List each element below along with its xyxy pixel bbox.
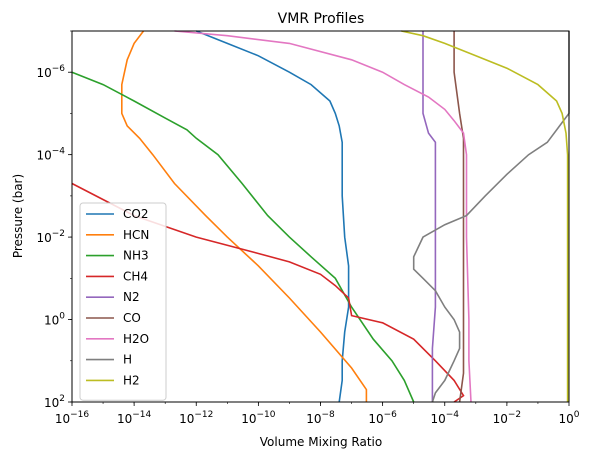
- series-line-h2o: [174, 30, 472, 403]
- legend-label-co2: CO2: [123, 207, 148, 221]
- series-line-n2: [422, 31, 437, 402]
- x-tick-label: 10−6: [368, 410, 397, 426]
- x-tick-label: 10−10: [241, 410, 276, 426]
- series-line-co2: [196, 30, 350, 403]
- x-axis-ticks: 10−16 10−14 10−12 10−10 10−8 10−6 10−4 10−2 100: [55, 402, 580, 426]
- y-tick-label: 10−6: [36, 64, 65, 80]
- y-tick-label: 10−2: [36, 229, 65, 245]
- y-axis-label: Pressure (bar): [11, 174, 25, 258]
- x-tick-label: 10−16: [55, 410, 90, 426]
- y-axis-ticks: 10−6 10−4 10−2 100 102: [36, 30, 72, 410]
- y-tick-label: 102: [44, 394, 65, 410]
- x-tick-label: 10−4: [430, 410, 459, 426]
- y-tick-label: 10−4: [36, 147, 65, 163]
- legend-label-nh3: NH3: [123, 249, 149, 263]
- x-tick-label: 10−2: [493, 410, 522, 426]
- series-line-h: [412, 31, 570, 403]
- series-line-co: [453, 31, 465, 403]
- legend: CO2 HCN NH3 CH4 N2 CO H2O H H2: [79, 202, 167, 401]
- legend-label-ch4: CH4: [123, 269, 148, 283]
- x-tick-label: 10−12: [179, 410, 213, 426]
- y-tick-label: 100: [44, 312, 65, 328]
- chart-title: VMR Profiles: [278, 11, 365, 27]
- legend-label-h: H: [123, 353, 132, 367]
- legend-label-co: CO: [123, 311, 141, 325]
- series-line-h2: [401, 30, 569, 402]
- x-tick-label: 10−14: [117, 410, 152, 426]
- x-tick-label: 10−8: [306, 410, 335, 426]
- legend-label-n2: N2: [123, 290, 140, 304]
- legend-box: [79, 202, 167, 401]
- legend-label-h2o: H2O: [123, 332, 149, 346]
- series-line-nh3: [71, 71, 415, 403]
- series-layer: [71, 30, 570, 403]
- legend-label-hcn: HCN: [123, 228, 149, 242]
- legend-label-h2: H2: [123, 373, 140, 387]
- series-line-hcn: [121, 30, 368, 402]
- x-axis-label: Volume Mixing Ratio: [260, 435, 382, 449]
- x-tick-label: 100: [558, 410, 579, 426]
